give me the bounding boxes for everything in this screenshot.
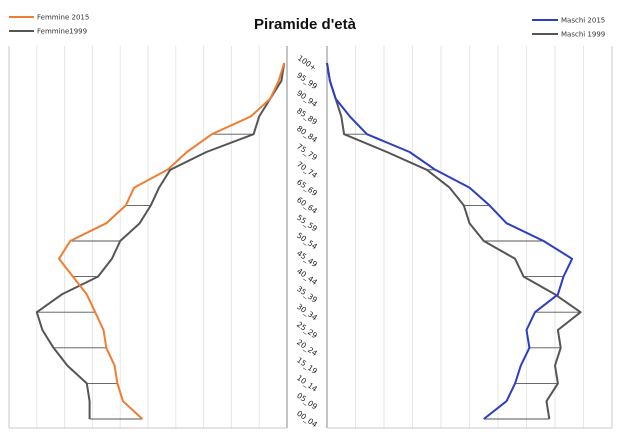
age-tick-90_94: 90_94	[295, 88, 319, 109]
age-tick-95_99: 95_99	[295, 71, 319, 92]
legend-label-femmine-2015: Femmine 2015	[37, 14, 89, 22]
age-tick-60_64: 60_64	[295, 195, 319, 216]
age-tick-80_84: 80_84	[295, 124, 319, 145]
legend-label-femmine-1999: Femmine1999	[37, 28, 87, 36]
gridlines	[36, 46, 584, 428]
age-tick-65_69: 65_69	[295, 177, 319, 198]
age-tick-70_74: 70_74	[295, 160, 319, 181]
legend-label-maschi-1999: Maschi 1999	[561, 31, 605, 39]
age-tick-25_29: 25_29	[295, 320, 319, 341]
age-tick-15_19: 15_19	[295, 355, 319, 376]
series-line-femmine1999	[35, 62, 286, 419]
age-tick-55_59: 55_59	[295, 213, 319, 234]
chart-title: Piramide d'età	[254, 16, 357, 33]
difference-hatching	[36, 133, 581, 420]
legend-right: Maschi 2015 Maschi 1999	[532, 17, 605, 39]
age-tick-labels: 00_0405_0910_1415_1920_2425_2930_3435_39…	[295, 53, 319, 429]
age-tick-00_04: 00_04	[295, 409, 319, 430]
age-tick-20_24: 20_24	[295, 338, 319, 359]
legend-label-maschi-2015: Maschi 2015	[561, 17, 605, 25]
legend-left: Femmine 2015 Femmine1999	[9, 14, 89, 36]
age-tick-85_89: 85_89	[295, 106, 319, 127]
age-tick-45_49: 45_49	[295, 249, 319, 270]
series-lines	[35, 62, 582, 420]
series-line-maschi-2015	[326, 62, 574, 420]
series-line-femmine-2015	[58, 62, 286, 420]
age-tick-35_39: 35_39	[295, 284, 319, 305]
age-tick-30_34: 30_34	[295, 302, 319, 323]
age-tick-05_09: 05_09	[295, 391, 319, 412]
age-tick-50_54: 50_54	[295, 231, 319, 252]
age-tick-100+: 100+	[296, 53, 318, 72]
age-tick-40_44: 40_44	[295, 266, 319, 287]
axes	[8, 46, 613, 429]
series-line-maschi-1999	[326, 62, 582, 420]
age-tick-10_14: 10_14	[295, 373, 319, 394]
age-tick-75_79: 75_79	[295, 142, 319, 163]
